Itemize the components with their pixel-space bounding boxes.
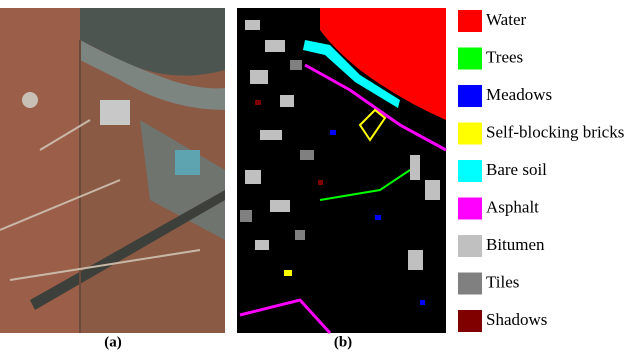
caption: (b) (334, 334, 352, 350)
legend-label: Trees (486, 47, 523, 66)
aerial-image (0, 8, 225, 333)
ground-truth-map (237, 8, 447, 335)
legend-swatch (458, 272, 482, 295)
legend-swatch (458, 47, 482, 70)
legend-swatch (458, 122, 482, 145)
legend-swatch (458, 197, 482, 220)
legend-swatch (458, 310, 482, 332)
legend-label: Tiles (486, 272, 519, 291)
legend-label: Asphalt (486, 197, 539, 216)
legend-label: Shadows (486, 310, 547, 329)
legend-label: Bitumen (486, 235, 545, 254)
legend-label: Water (486, 10, 526, 29)
legend-label: Meadows (486, 85, 552, 104)
legend-swatch (458, 10, 482, 32)
legend-label: Bare soil (486, 160, 547, 179)
legend-swatch (458, 85, 482, 107)
legend-swatch (458, 160, 482, 182)
legend-swatch (458, 235, 482, 257)
caption: (a) (104, 334, 122, 350)
legend-label: Self-blocking bricks (486, 122, 624, 141)
